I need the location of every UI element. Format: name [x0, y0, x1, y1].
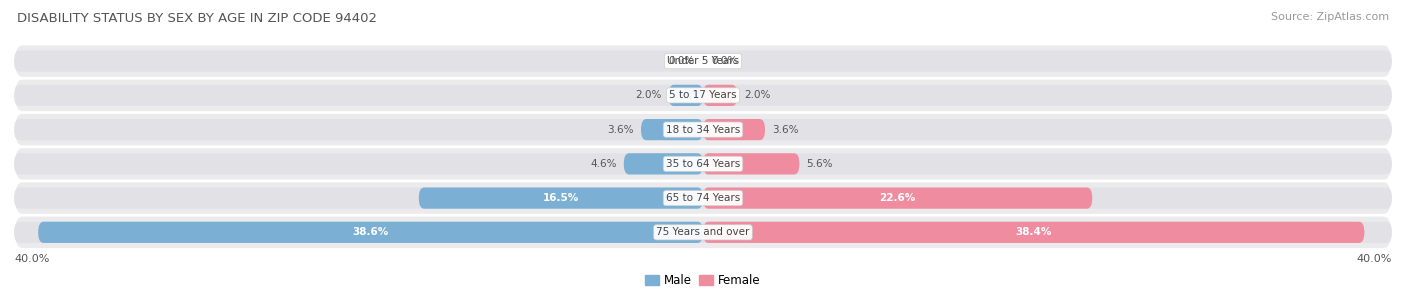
- Text: Under 5 Years: Under 5 Years: [666, 56, 740, 66]
- Text: 35 to 64 Years: 35 to 64 Years: [666, 159, 740, 169]
- FancyBboxPatch shape: [703, 153, 800, 174]
- Text: 65 to 74 Years: 65 to 74 Years: [666, 193, 740, 203]
- FancyBboxPatch shape: [14, 147, 1392, 181]
- FancyBboxPatch shape: [703, 188, 1092, 209]
- Text: 0.0%: 0.0%: [711, 56, 738, 66]
- FancyBboxPatch shape: [14, 188, 1392, 209]
- FancyBboxPatch shape: [14, 44, 1392, 78]
- Text: 3.6%: 3.6%: [772, 125, 799, 135]
- FancyBboxPatch shape: [669, 85, 703, 106]
- FancyBboxPatch shape: [14, 119, 1392, 140]
- Text: 16.5%: 16.5%: [543, 193, 579, 203]
- Text: 5 to 17 Years: 5 to 17 Years: [669, 90, 737, 100]
- Text: 38.4%: 38.4%: [1015, 227, 1052, 237]
- Text: 5.6%: 5.6%: [807, 159, 832, 169]
- Text: 40.0%: 40.0%: [1357, 254, 1392, 264]
- FancyBboxPatch shape: [14, 113, 1392, 147]
- FancyBboxPatch shape: [641, 119, 703, 140]
- Text: 4.6%: 4.6%: [591, 159, 617, 169]
- FancyBboxPatch shape: [14, 222, 1392, 243]
- FancyBboxPatch shape: [624, 153, 703, 174]
- FancyBboxPatch shape: [14, 85, 1392, 106]
- FancyBboxPatch shape: [703, 119, 765, 140]
- Text: Source: ZipAtlas.com: Source: ZipAtlas.com: [1271, 12, 1389, 22]
- Text: 3.6%: 3.6%: [607, 125, 634, 135]
- Text: 22.6%: 22.6%: [880, 193, 915, 203]
- Text: 2.0%: 2.0%: [744, 90, 770, 100]
- Legend: Male, Female: Male, Female: [641, 269, 765, 292]
- Text: 38.6%: 38.6%: [353, 227, 388, 237]
- Text: 0.0%: 0.0%: [668, 56, 695, 66]
- FancyBboxPatch shape: [703, 85, 738, 106]
- FancyBboxPatch shape: [14, 50, 1392, 72]
- FancyBboxPatch shape: [14, 79, 1392, 112]
- Text: 18 to 34 Years: 18 to 34 Years: [666, 125, 740, 135]
- Text: DISABILITY STATUS BY SEX BY AGE IN ZIP CODE 94402: DISABILITY STATUS BY SEX BY AGE IN ZIP C…: [17, 12, 377, 25]
- Text: 40.0%: 40.0%: [14, 254, 49, 264]
- FancyBboxPatch shape: [14, 153, 1392, 174]
- FancyBboxPatch shape: [14, 216, 1392, 249]
- Text: 75 Years and over: 75 Years and over: [657, 227, 749, 237]
- FancyBboxPatch shape: [419, 188, 703, 209]
- FancyBboxPatch shape: [14, 181, 1392, 215]
- FancyBboxPatch shape: [703, 222, 1364, 243]
- Text: 2.0%: 2.0%: [636, 90, 662, 100]
- FancyBboxPatch shape: [38, 222, 703, 243]
